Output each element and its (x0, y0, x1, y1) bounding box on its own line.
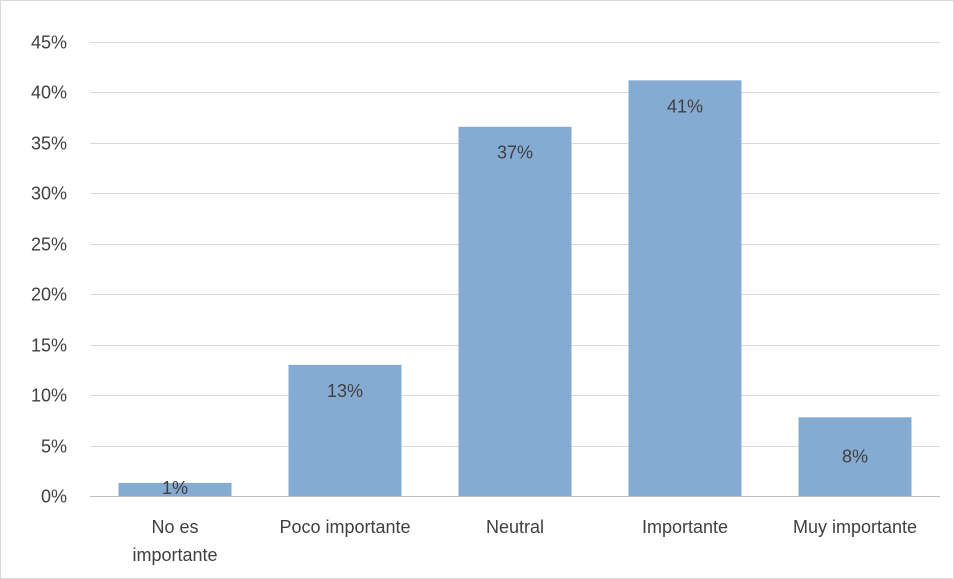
category-label: Importante (642, 517, 728, 537)
category-label: Poco importante (279, 517, 410, 537)
data-label: 41% (667, 96, 703, 116)
y-tick-label: 35% (31, 134, 67, 154)
y-tick-label: 30% (31, 184, 67, 204)
bar-2 (288, 364, 402, 496)
bar-3 (458, 126, 572, 496)
labels: 0% 5% 10% 15% 20% 25% 30% 35% 40% 45% 1% No es impor… (31, 33, 917, 566)
y-tick-label: 10% (31, 386, 67, 406)
bars (118, 80, 912, 497)
data-label: 1% (162, 478, 188, 498)
y-tick-label: 5% (41, 437, 67, 457)
y-tick-label: 25% (31, 235, 67, 255)
y-tick-label: 40% (31, 83, 67, 103)
y-tick-label: 15% (31, 336, 67, 356)
y-tick-label: 0% (41, 487, 67, 507)
y-tick-label: 20% (31, 285, 67, 305)
data-label: 13% (327, 381, 363, 401)
category-label: importante (132, 545, 217, 565)
data-label: 8% (842, 447, 868, 467)
y-tick-label: 45% (31, 33, 67, 53)
bar-4 (628, 80, 742, 497)
category-label: Muy importante (793, 517, 917, 537)
data-label: 37% (497, 143, 533, 163)
bar-5 (798, 417, 912, 496)
category-label: No es (151, 517, 198, 537)
bar-1 (118, 482, 232, 496)
category-label: Neutral (486, 517, 544, 537)
